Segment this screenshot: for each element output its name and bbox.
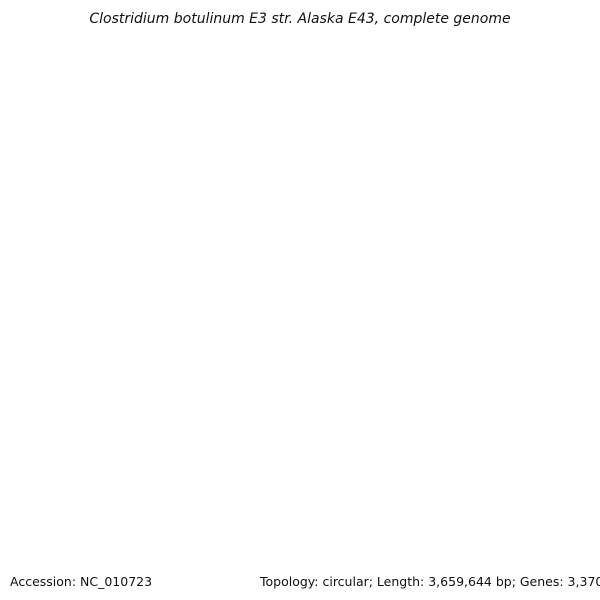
map-title: Clostridium botulinum E3 str. Alaska E43… (89, 11, 510, 27)
accession-text: Accession: NC_010723 (10, 574, 153, 589)
topology-text: Topology: circular; Length: 3,659,644 bp… (260, 574, 600, 589)
